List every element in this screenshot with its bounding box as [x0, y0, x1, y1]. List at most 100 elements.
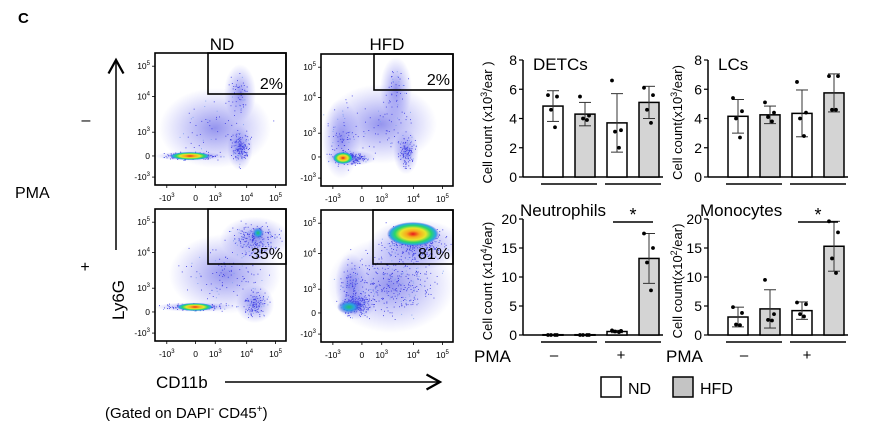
event-dot — [219, 274, 221, 275]
event-dot — [377, 125, 379, 126]
event-dot — [438, 250, 440, 251]
event-dot — [274, 237, 276, 239]
event-dot — [439, 233, 440, 235]
event-dot — [397, 278, 399, 280]
x-tick-label: 103 — [209, 193, 222, 203]
event-dot — [390, 146, 392, 148]
y-tick-label: 103 — [137, 127, 150, 137]
event-dot — [404, 266, 406, 267]
event-dot — [257, 311, 259, 312]
cd11b-axis-label: CD11b — [156, 373, 208, 392]
event-dot — [424, 290, 426, 292]
event-dot — [216, 290, 218, 292]
event-dot — [434, 248, 436, 250]
data-point — [734, 322, 738, 327]
event-dot — [403, 300, 404, 301]
event-dot — [403, 267, 405, 269]
event-dot — [230, 231, 232, 232]
event-dot — [241, 257, 243, 259]
event-dot — [261, 303, 263, 305]
data-point — [766, 318, 770, 322]
event-dot — [377, 267, 379, 269]
event-dot — [426, 252, 428, 254]
event-dot — [440, 250, 442, 252]
y-tick-label: 104 — [137, 248, 150, 258]
y-tick-label: 0 — [509, 327, 517, 343]
chart-title: Neutrophils — [520, 201, 606, 220]
event-dot — [225, 256, 226, 258]
event-dot — [394, 295, 396, 297]
event-dot — [225, 303, 227, 305]
event-dot — [260, 288, 262, 290]
event-dot — [366, 272, 368, 274]
event-dot — [220, 272, 222, 274]
gate-percent: 81% — [418, 246, 450, 263]
event-dot — [372, 278, 374, 280]
event-dot — [383, 101, 385, 103]
event-dot — [236, 254, 238, 256]
event-dot — [378, 300, 380, 302]
event-dot — [346, 286, 348, 288]
event-dot — [393, 298, 394, 300]
event-dot — [391, 260, 393, 262]
event-dot — [246, 232, 248, 233]
event-dot — [340, 285, 342, 287]
pma-group-plus-right: + — [803, 347, 812, 364]
x-tick-label: 0 — [193, 349, 198, 359]
event-dot — [373, 304, 375, 306]
event-dot — [364, 133, 366, 135]
event-dot — [441, 251, 443, 253]
x-tick-label: 103 — [375, 194, 388, 204]
event-dot — [231, 266, 233, 267]
event-dot — [350, 276, 352, 278]
event-dot — [372, 265, 374, 267]
event-dot — [390, 290, 392, 292]
event-dot — [389, 287, 391, 288]
event-dot — [245, 232, 247, 233]
event-dot — [270, 247, 272, 249]
event-dot — [450, 243, 452, 245]
event-dot — [225, 102, 227, 104]
event-dot — [346, 294, 348, 296]
event-dot — [430, 272, 432, 274]
event-dot — [429, 288, 431, 289]
event-dot — [355, 268, 356, 270]
event-dot — [231, 83, 233, 84]
event-dot — [403, 289, 405, 290]
event-dot — [384, 268, 386, 270]
event-dot — [432, 241, 434, 243]
event-dot — [210, 139, 212, 140]
event-dot — [236, 84, 237, 86]
event-dot — [408, 284, 410, 286]
data-point — [834, 107, 838, 112]
event-dot — [334, 149, 336, 151]
event-dot — [397, 292, 399, 294]
event-dot — [380, 261, 382, 263]
event-dot — [419, 284, 421, 285]
event-dot — [261, 237, 263, 239]
event-dot — [352, 279, 354, 281]
event-dot — [270, 245, 272, 247]
event-dot — [400, 259, 402, 261]
event-dot — [165, 155, 167, 157]
event-dot — [396, 246, 398, 248]
density-hotspot — [170, 152, 210, 160]
event-dot — [397, 271, 399, 273]
y-tick-label: -103 — [300, 173, 316, 183]
event-dot — [386, 273, 388, 275]
event-dot — [383, 288, 384, 290]
event-dot — [222, 269, 224, 271]
event-dot — [370, 292, 372, 293]
event-dot — [355, 283, 357, 285]
event-dot — [179, 136, 181, 138]
chart-title: DETCs — [533, 55, 588, 74]
event-dot — [407, 278, 409, 279]
event-dot — [269, 234, 271, 235]
y-tick-label: -103 — [134, 328, 150, 338]
event-dot — [221, 285, 223, 287]
density-cloud — [159, 88, 271, 168]
event-dot — [356, 272, 358, 274]
event-dot — [396, 71, 398, 73]
data-point — [795, 300, 799, 305]
